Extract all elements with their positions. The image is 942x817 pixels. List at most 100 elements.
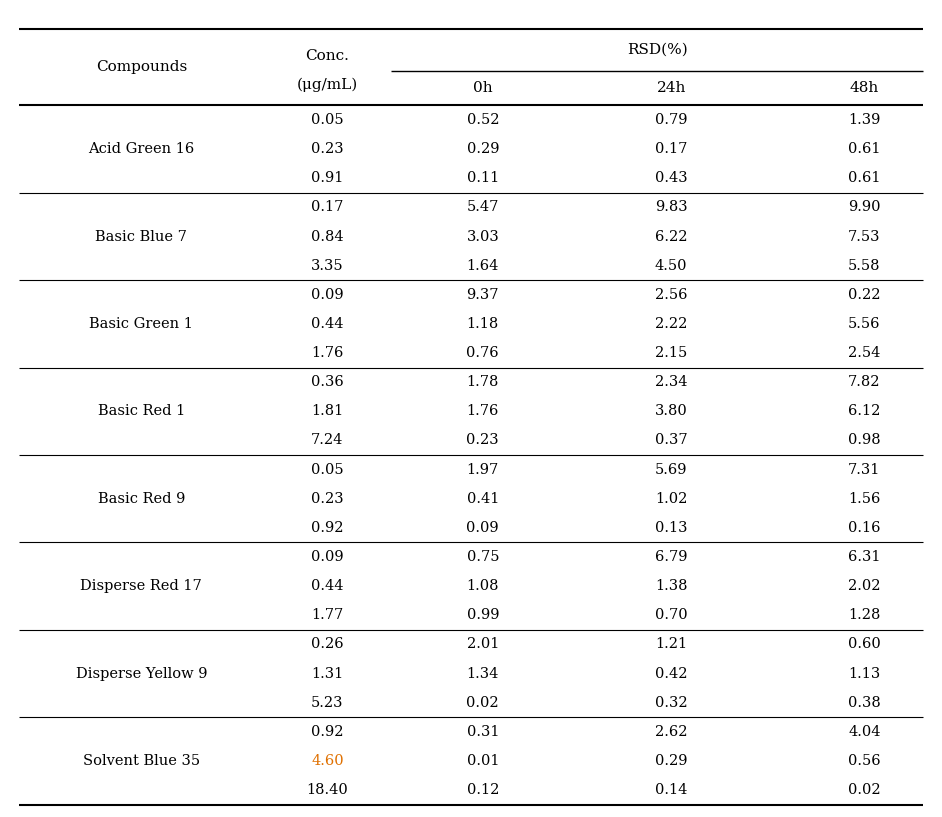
Text: 1.38: 1.38 [655,579,688,593]
Text: Basic Red 1: Basic Red 1 [98,404,185,418]
Text: 0.61: 0.61 [848,172,881,185]
Text: 0.09: 0.09 [466,521,499,535]
Text: 2.15: 2.15 [655,346,688,360]
Text: 0.23: 0.23 [311,492,344,506]
Text: 0.23: 0.23 [311,142,344,156]
Text: 0.60: 0.60 [848,637,881,651]
Text: 9.90: 9.90 [848,200,881,214]
Text: 7.24: 7.24 [311,434,344,448]
Text: 0.01: 0.01 [466,754,499,768]
Text: 1.21: 1.21 [655,637,688,651]
Text: 0.38: 0.38 [848,696,881,710]
Text: 5.58: 5.58 [848,259,881,273]
Text: 5.56: 5.56 [848,317,881,331]
Text: 5.23: 5.23 [311,696,344,710]
Text: 7.82: 7.82 [848,375,881,389]
Text: 0.29: 0.29 [655,754,688,768]
Text: 4.50: 4.50 [655,259,688,273]
Text: 1.56: 1.56 [848,492,881,506]
Text: 24h: 24h [657,81,686,96]
Text: 2.62: 2.62 [655,725,688,739]
Text: Basic Blue 7: Basic Blue 7 [95,230,187,243]
Text: 0.02: 0.02 [848,784,881,797]
Text: 0.79: 0.79 [655,113,688,127]
Text: 1.76: 1.76 [311,346,344,360]
Text: 0.98: 0.98 [848,434,881,448]
Text: 7.31: 7.31 [848,462,881,476]
Text: 4.04: 4.04 [848,725,881,739]
Text: 6.79: 6.79 [655,550,688,564]
Text: Conc.: Conc. [305,48,349,63]
Text: 0.70: 0.70 [655,609,688,623]
Text: 1.64: 1.64 [466,259,499,273]
Text: 2.02: 2.02 [848,579,881,593]
Text: 0.92: 0.92 [311,521,344,535]
Text: 0.17: 0.17 [655,142,688,156]
Text: 0.44: 0.44 [311,317,344,331]
Text: 3.80: 3.80 [655,404,688,418]
Text: 0.11: 0.11 [466,172,499,185]
Text: 0.05: 0.05 [311,113,344,127]
Text: 0.32: 0.32 [655,696,688,710]
Text: 2.01: 2.01 [466,637,499,651]
Text: Acid Green 16: Acid Green 16 [89,142,194,156]
Text: 2.56: 2.56 [655,288,688,301]
Text: 0.84: 0.84 [311,230,344,243]
Text: 0.14: 0.14 [655,784,688,797]
Text: Basic Green 1: Basic Green 1 [89,317,193,331]
Text: 1.13: 1.13 [848,667,881,681]
Text: 1.81: 1.81 [311,404,344,418]
Text: 0.37: 0.37 [655,434,688,448]
Text: 1.76: 1.76 [466,404,499,418]
Text: 0.09: 0.09 [311,550,344,564]
Text: 0h: 0h [473,81,493,96]
Text: 0.17: 0.17 [311,200,344,214]
Text: 1.34: 1.34 [466,667,499,681]
Text: 3.03: 3.03 [466,230,499,243]
Text: 6.31: 6.31 [848,550,881,564]
Text: 0.12: 0.12 [466,784,499,797]
Text: 0.16: 0.16 [848,521,881,535]
Text: 0.13: 0.13 [655,521,688,535]
Text: 0.23: 0.23 [466,434,499,448]
Text: 0.36: 0.36 [311,375,344,389]
Text: 0.99: 0.99 [466,609,499,623]
Text: 1.77: 1.77 [311,609,344,623]
Text: 0.42: 0.42 [655,667,688,681]
Text: 0.05: 0.05 [311,462,344,476]
Text: 0.52: 0.52 [466,113,499,127]
Text: 1.97: 1.97 [466,462,499,476]
Text: 0.43: 0.43 [655,172,688,185]
Text: 2.34: 2.34 [655,375,688,389]
Text: 0.41: 0.41 [466,492,499,506]
Text: (μg/mL): (μg/mL) [297,78,358,92]
Text: 6.12: 6.12 [848,404,881,418]
Text: 9.37: 9.37 [466,288,499,301]
Text: 0.56: 0.56 [848,754,881,768]
Text: 1.31: 1.31 [311,667,344,681]
Text: 0.91: 0.91 [311,172,344,185]
Text: 18.40: 18.40 [306,784,349,797]
Text: 2.54: 2.54 [848,346,881,360]
Text: Compounds: Compounds [96,60,187,74]
Text: 0.61: 0.61 [848,142,881,156]
Text: 6.22: 6.22 [655,230,688,243]
Text: 1.39: 1.39 [848,113,881,127]
Text: 2.22: 2.22 [655,317,688,331]
Text: 0.29: 0.29 [466,142,499,156]
Text: 7.53: 7.53 [848,230,881,243]
Text: 1.28: 1.28 [848,609,881,623]
Text: 4.60: 4.60 [311,754,344,768]
Text: 5.69: 5.69 [655,462,688,476]
Text: 5.47: 5.47 [466,200,499,214]
Text: 3.35: 3.35 [311,259,344,273]
Text: Basic Red 9: Basic Red 9 [98,492,185,506]
Text: 1.78: 1.78 [466,375,499,389]
Text: 1.02: 1.02 [655,492,688,506]
Text: Solvent Blue 35: Solvent Blue 35 [83,754,200,768]
Text: Disperse Red 17: Disperse Red 17 [80,579,203,593]
Text: 0.26: 0.26 [311,637,344,651]
Text: 48h: 48h [850,81,879,96]
Text: 0.92: 0.92 [311,725,344,739]
Text: 0.75: 0.75 [466,550,499,564]
